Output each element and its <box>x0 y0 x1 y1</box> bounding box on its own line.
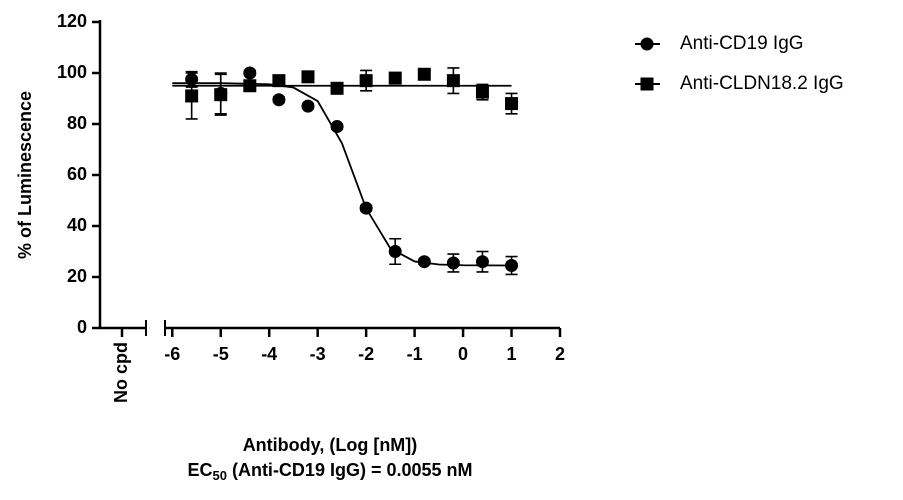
marker <box>214 88 228 102</box>
x-tick-label: -3 <box>310 344 326 364</box>
marker <box>505 97 519 111</box>
marker <box>330 120 344 134</box>
marker <box>475 85 489 99</box>
x-tick-label: 1 <box>507 344 517 364</box>
marker <box>417 255 431 269</box>
annotation: EC50 (Anti-CD19 IgG) = 0.0055 nM <box>187 460 472 484</box>
x-tick-label: 0 <box>458 344 468 364</box>
y-tick-label: 0 <box>77 317 87 337</box>
marker <box>417 67 431 81</box>
marker <box>475 255 489 269</box>
legend-label: Anti-CD19 IgG <box>680 33 804 54</box>
marker <box>446 256 460 270</box>
marker <box>185 89 199 103</box>
y-tick-label: 20 <box>67 266 87 286</box>
marker <box>301 70 315 84</box>
marker <box>272 74 286 88</box>
x-tick-label: -2 <box>358 344 374 364</box>
y-tick-label: 120 <box>57 11 87 31</box>
marker <box>272 93 286 107</box>
marker <box>388 71 402 85</box>
legend-label: Anti-CLDN18.2 IgG <box>680 73 844 94</box>
marker <box>243 66 257 80</box>
marker <box>330 81 344 95</box>
marker <box>243 79 257 93</box>
marker <box>301 99 315 113</box>
annotation-main: EC <box>187 460 212 480</box>
marker <box>359 74 373 88</box>
fit-curve <box>172 82 512 267</box>
annotation-sub: 50 <box>212 468 226 483</box>
y-tick-label: 40 <box>67 215 87 235</box>
marker <box>388 245 402 258</box>
y-tick-label: 80 <box>67 113 87 133</box>
x-tick-label: -1 <box>407 344 423 364</box>
marker <box>359 201 373 215</box>
x-tick-label: 2 <box>555 344 565 364</box>
legend-marker <box>640 77 654 91</box>
x-tick-label: -6 <box>164 344 180 364</box>
y-tick-label: 100 <box>57 62 87 82</box>
marker <box>505 259 519 273</box>
legend-marker <box>640 37 654 51</box>
y-tick-label: 60 <box>67 164 87 184</box>
x-cat-label: No cpd <box>111 342 131 403</box>
x-tick-label: -4 <box>261 344 277 364</box>
y-axis-label: % of Luminescence <box>15 91 35 259</box>
x-tick-label: -5 <box>213 344 229 364</box>
x-axis-label: Antibody, (Log [nM]) <box>243 435 418 455</box>
annotation-rest: (Anti-CD19 IgG) = 0.0055 nM <box>227 460 473 480</box>
marker <box>446 74 460 88</box>
